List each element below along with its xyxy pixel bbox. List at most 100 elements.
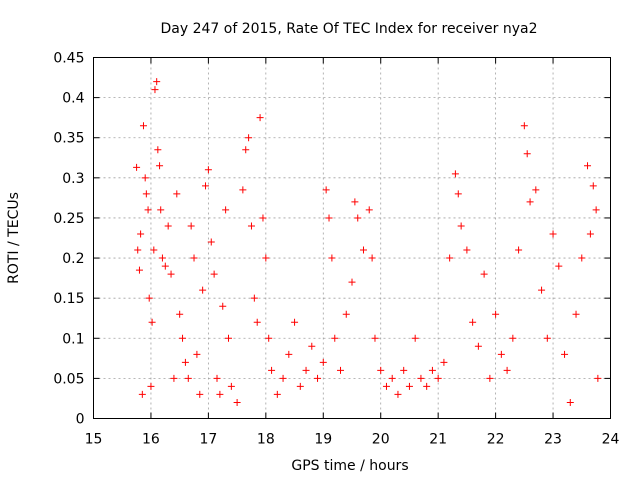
data-point: [176, 310, 184, 318]
data-point: [594, 374, 602, 382]
x-tick-label: 23: [544, 432, 562, 448]
data-point: [133, 163, 141, 171]
data-point: [538, 286, 546, 294]
x-axis-tick-labels: 15 16 17 18 19 20 21 22 23 24: [85, 432, 620, 448]
y-axis-title: ROTI / TECUs: [6, 192, 22, 284]
data-point: [492, 310, 500, 318]
data-point: [400, 366, 408, 374]
data-point: [273, 390, 281, 398]
data-point: [469, 318, 477, 326]
data-point: [555, 262, 563, 270]
data-point: [457, 222, 465, 230]
data-point: [486, 374, 494, 382]
data-point: [145, 294, 153, 302]
data-point: [509, 334, 517, 342]
data-point: [179, 334, 187, 342]
data-point: [256, 114, 264, 122]
data-point: [219, 302, 227, 310]
data-point: [328, 254, 336, 262]
y-tick-label: 0.45: [53, 51, 84, 67]
data-point: [173, 190, 181, 198]
data-point: [368, 254, 376, 262]
x-tick-label: 15: [85, 432, 103, 448]
data-point: [584, 162, 592, 170]
y-tick-label: 0.2: [62, 251, 84, 267]
data-point: [446, 254, 454, 262]
data-point: [157, 206, 165, 214]
chart-title: Day 247 of 2015, Rate Of TEC Index for r…: [160, 21, 537, 37]
data-point: [151, 86, 159, 94]
data-point: [204, 166, 212, 174]
data-point: [532, 186, 540, 194]
data-point: [227, 382, 235, 390]
data-point: [354, 214, 362, 222]
data-point: [463, 246, 471, 254]
data-point: [253, 318, 261, 326]
data-point: [365, 206, 373, 214]
x-tick-label: 17: [199, 432, 217, 448]
data-point: [265, 334, 273, 342]
data-point: [302, 366, 310, 374]
data-point: [549, 230, 557, 238]
data-point: [388, 374, 396, 382]
data-point: [161, 262, 169, 270]
data-point: [268, 366, 276, 374]
data-point: [210, 270, 218, 278]
data-point: [515, 246, 523, 254]
data-point: [154, 146, 162, 154]
data-point: [139, 122, 147, 130]
data-point: [245, 134, 253, 142]
data-point: [586, 230, 594, 238]
data-point: [196, 390, 204, 398]
data-point: [279, 374, 287, 382]
data-point: [503, 366, 511, 374]
data-point: [566, 398, 574, 406]
data-point: [193, 350, 201, 358]
data-point: [331, 334, 339, 342]
data-point: [262, 254, 270, 262]
data-point: [184, 374, 192, 382]
data-point: [141, 174, 149, 182]
x-tick-label: 21: [429, 432, 447, 448]
data-point: [523, 150, 531, 158]
data-point: [134, 246, 142, 254]
data-point: [190, 254, 198, 262]
data-point: [314, 374, 322, 382]
data-point: [337, 366, 345, 374]
data-point: [434, 374, 442, 382]
y-tick-label: 0.35: [53, 131, 84, 147]
data-point: [589, 182, 597, 190]
y-tick-label: 0: [76, 412, 85, 428]
data-point: [170, 374, 178, 382]
data-point: [148, 318, 156, 326]
data-point: [411, 334, 419, 342]
data-point: [497, 350, 505, 358]
data-point: [144, 206, 152, 214]
data-point: [526, 198, 534, 206]
x-tick-label: 16: [142, 432, 160, 448]
data-point: [351, 198, 359, 206]
data-point: [322, 186, 330, 194]
grid: [93, 57, 611, 419]
data-point: [592, 206, 600, 214]
data-point: [296, 382, 304, 390]
x-tick-label: 20: [372, 432, 390, 448]
data-point: [440, 358, 448, 366]
y-tick-label: 0.15: [53, 291, 84, 307]
data-point: [259, 214, 267, 222]
x-tick-label: 18: [257, 432, 275, 448]
data-point: [199, 286, 207, 294]
data-point: [207, 238, 215, 246]
x-axis-title: GPS time / hours: [291, 458, 408, 474]
data-point: [285, 350, 293, 358]
data-point: [135, 266, 143, 274]
x-tick-label: 19: [314, 432, 332, 448]
plot-frame: [93, 57, 611, 419]
data-point: [348, 278, 356, 286]
data-point: [377, 366, 385, 374]
y-tick-label: 0.3: [62, 171, 84, 187]
data-point: [474, 342, 482, 350]
x-tick-label: 22: [487, 432, 505, 448]
data-point: [239, 186, 247, 194]
